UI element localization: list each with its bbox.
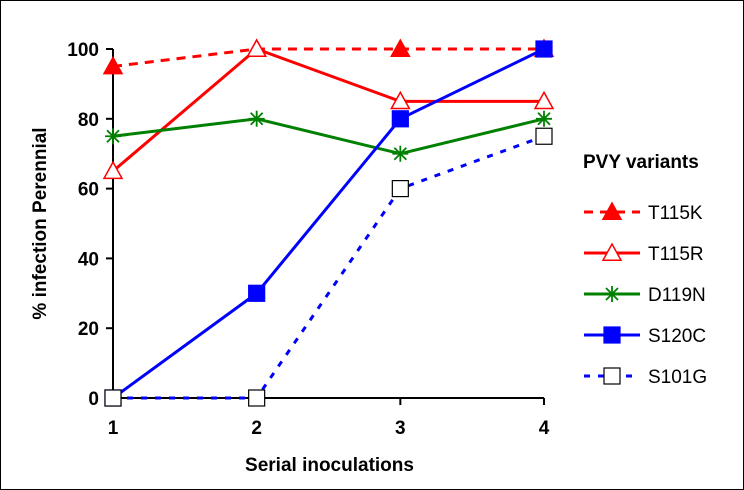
legend-label: T115K bbox=[648, 203, 703, 224]
data-point bbox=[390, 38, 411, 57]
series-line bbox=[112, 47, 544, 173]
legend-marker bbox=[604, 286, 620, 302]
series-t115k bbox=[102, 38, 555, 75]
y-tick-label: 100 bbox=[67, 40, 99, 61]
legend-item: S101G bbox=[584, 367, 707, 388]
data-point bbox=[535, 127, 553, 145]
series-line bbox=[112, 117, 545, 156]
x-tick-label: 4 bbox=[539, 418, 550, 439]
legend: PVY variants T115K T115R D119N S120C S101G bbox=[583, 152, 707, 388]
data-point bbox=[533, 90, 555, 110]
data-point bbox=[535, 40, 553, 58]
legend-item: T115R bbox=[584, 242, 704, 265]
legend-marker bbox=[603, 326, 621, 344]
series-line bbox=[113, 134, 545, 400]
legend-marker bbox=[601, 201, 623, 220]
series-s120c bbox=[104, 40, 553, 407]
y-tick-label: 60 bbox=[78, 180, 99, 201]
x-tick-label: 3 bbox=[395, 418, 406, 439]
data-point bbox=[105, 128, 121, 145]
data-point bbox=[390, 90, 411, 110]
data-point bbox=[536, 110, 552, 127]
x-tick-label: 1 bbox=[108, 418, 119, 439]
legend-marker bbox=[601, 242, 623, 261]
legend-item: S120C bbox=[584, 326, 706, 347]
legend-label: T115R bbox=[648, 244, 704, 265]
series-line bbox=[112, 47, 544, 68]
data-point bbox=[248, 110, 265, 127]
x-tick-label: 2 bbox=[251, 418, 262, 439]
y-tick-label: 80 bbox=[78, 110, 99, 131]
data-point bbox=[248, 389, 266, 407]
data-point bbox=[246, 38, 267, 57]
y-axis-title: % infection Perennial bbox=[30, 127, 51, 319]
data-point bbox=[102, 160, 124, 180]
legend-marker bbox=[603, 367, 621, 385]
data-point bbox=[391, 180, 409, 198]
x-axis-title: Serial inoculations bbox=[245, 455, 414, 476]
series-line bbox=[112, 47, 545, 400]
legend-label: D119N bbox=[648, 285, 706, 306]
series-s101g bbox=[104, 127, 553, 407]
y-tick-label: 0 bbox=[88, 389, 99, 410]
legend-label: S120C bbox=[648, 326, 706, 347]
data-point bbox=[102, 55, 124, 75]
legend-item: T115K bbox=[584, 201, 703, 224]
y-tick-label: 40 bbox=[78, 249, 99, 270]
series-layer bbox=[102, 38, 555, 407]
data-point bbox=[248, 284, 266, 302]
series-t115r bbox=[102, 38, 555, 180]
y-tick-label: 20 bbox=[78, 319, 99, 340]
data-point bbox=[392, 145, 409, 162]
data-point bbox=[104, 389, 122, 407]
legend-title: PVY variants bbox=[583, 152, 699, 173]
x-ticks: 1 2 3 4 bbox=[108, 398, 550, 439]
legend-label: S101G bbox=[648, 367, 707, 388]
y-ticks: 0 20 40 60 80 100 bbox=[67, 40, 113, 410]
legend-item: D119N bbox=[584, 285, 706, 306]
series-d119n bbox=[105, 110, 552, 162]
data-point bbox=[391, 110, 409, 128]
